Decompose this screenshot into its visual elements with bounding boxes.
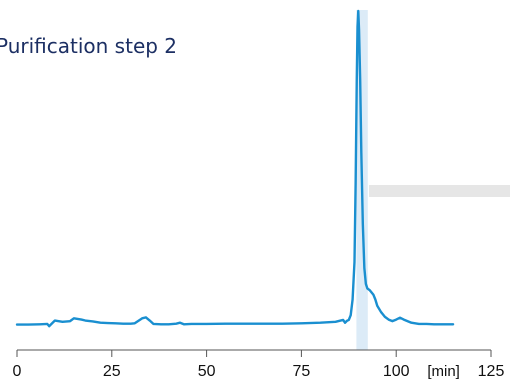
series-line-0: [15, 9, 455, 328]
x-tick-label: 50: [198, 363, 216, 380]
x-tick-label: 100: [383, 363, 410, 380]
ticks-layer: 0 25 50 75 100 125: [13, 350, 505, 380]
x-tick-label: 0: [13, 363, 22, 380]
x-tick-label: 25: [103, 363, 121, 380]
side-bar: [369, 185, 510, 197]
x-axis-label: [min]: [427, 363, 460, 380]
x-tick-label: 75: [293, 363, 311, 380]
x-tick-label: 125: [478, 363, 505, 380]
series-layer: [15, 9, 455, 328]
chart-title: Purification step 2: [0, 34, 177, 58]
